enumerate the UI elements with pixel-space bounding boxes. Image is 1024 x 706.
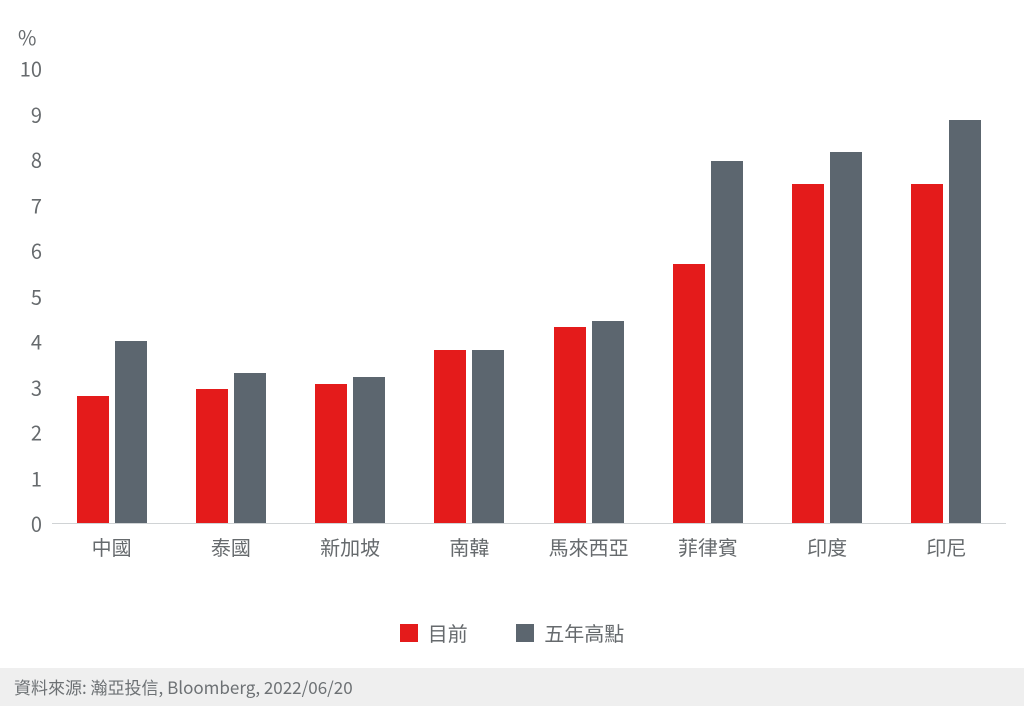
- bar-fiveyear: [234, 373, 266, 523]
- legend-label-fiveyear: 五年高點: [544, 618, 624, 647]
- bar-fiveyear: [830, 152, 862, 523]
- bar-current: [911, 184, 943, 523]
- chart-container: % 0 1 2 3 4 5 6 7 8 9 10 中國 泰國 新加坡 南韓 馬來西亞 菲律賓 印度 印尼 目前 五…: [0, 0, 1024, 706]
- bar-current: [673, 264, 705, 523]
- y-tick: 3: [0, 372, 52, 401]
- bar-group: [911, 68, 981, 523]
- x-tick-label: 南韓: [449, 532, 489, 561]
- x-tick-label: 印度: [807, 532, 847, 561]
- legend-item-fiveyear: 五年高點: [516, 618, 624, 647]
- bar-group: [315, 68, 385, 523]
- bars-layer: [52, 68, 1006, 523]
- y-tick: 7: [0, 190, 52, 219]
- x-tick-label: 泰國: [211, 532, 251, 561]
- x-tick-label: 中國: [92, 532, 132, 561]
- bar-fiveyear: [711, 161, 743, 523]
- y-tick: 4: [0, 327, 52, 356]
- bar-current: [196, 389, 228, 523]
- y-tick: 0: [0, 509, 52, 538]
- source-text: 資料來源: 瀚亞投信, Bloomberg, 2022/06/20: [14, 674, 353, 699]
- bar-fiveyear: [353, 377, 385, 523]
- bar-current: [77, 396, 109, 523]
- legend-swatch-current: [400, 624, 418, 642]
- x-tick-label: 印尼: [926, 532, 966, 561]
- y-tick: 10: [0, 54, 52, 83]
- bar-current: [554, 327, 586, 523]
- bar-group: [196, 68, 266, 523]
- bar-fiveyear: [949, 120, 981, 523]
- bar-group: [554, 68, 624, 523]
- bar-group: [673, 68, 743, 523]
- y-tick: 9: [0, 99, 52, 128]
- bar-current: [315, 384, 347, 523]
- bar-fiveyear: [592, 321, 624, 523]
- bar-group: [77, 68, 147, 523]
- bar-current: [792, 184, 824, 523]
- y-tick: 2: [0, 418, 52, 447]
- y-tick: 1: [0, 463, 52, 492]
- source-attribution: 資料來源: 瀚亞投信, Bloomberg, 2022/06/20: [0, 668, 1024, 706]
- x-tick-label: 馬來西亞: [549, 532, 629, 561]
- bar-current: [434, 350, 466, 523]
- y-tick: 6: [0, 236, 52, 265]
- y-tick: 5: [0, 281, 52, 310]
- bar-group: [434, 68, 504, 523]
- x-tick-label: 菲律賓: [678, 532, 738, 561]
- bar-fiveyear: [115, 341, 147, 523]
- y-axis-unit: %: [18, 22, 36, 51]
- x-axis-line: [52, 523, 1006, 524]
- legend-swatch-fiveyear: [516, 624, 534, 642]
- legend-item-current: 目前: [400, 618, 468, 647]
- bar-group: [792, 68, 862, 523]
- bar-fiveyear: [472, 350, 504, 523]
- plot-area: [52, 68, 1006, 523]
- x-tick-label: 新加坡: [320, 532, 380, 561]
- y-tick: 8: [0, 145, 52, 174]
- legend-label-current: 目前: [428, 618, 468, 647]
- legend: 目前 五年高點: [0, 618, 1024, 648]
